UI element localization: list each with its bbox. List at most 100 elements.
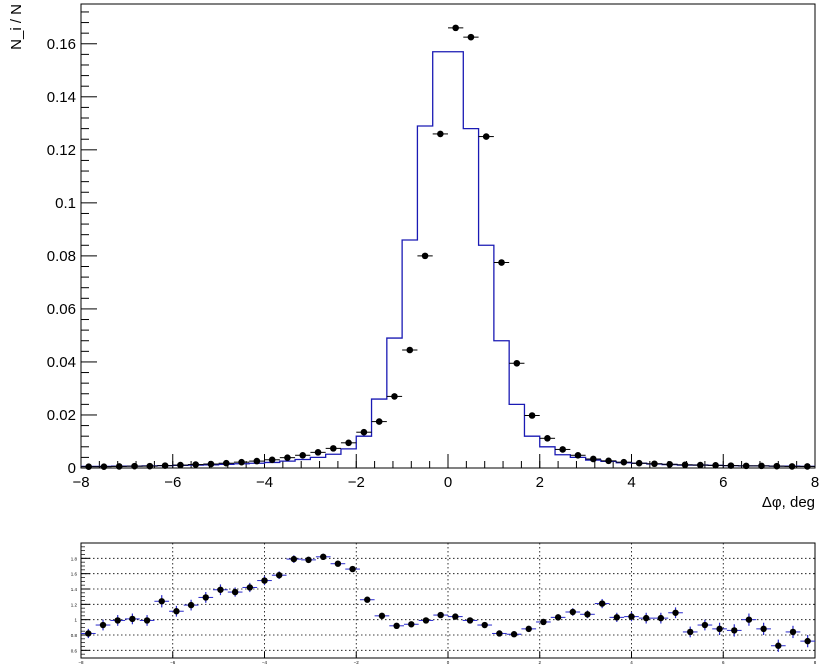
data-point bbox=[788, 463, 796, 470]
ratio-x-tick-label: −2 bbox=[354, 660, 360, 665]
data-point bbox=[437, 130, 444, 138]
ratio-point bbox=[657, 614, 665, 622]
ratio-point bbox=[378, 612, 386, 620]
ratio-point bbox=[584, 611, 591, 618]
ratio-point bbox=[364, 596, 371, 603]
ratio-x-tick-label: −6 bbox=[170, 660, 176, 665]
simulation-step-histogram bbox=[81, 51, 815, 468]
ratio-point bbox=[305, 556, 312, 564]
data-point bbox=[712, 462, 719, 469]
data-point bbox=[635, 459, 643, 467]
data-point bbox=[330, 445, 337, 452]
y-tick-label: 0 bbox=[68, 460, 76, 477]
ratio-y-tick-label: 0.6 bbox=[71, 648, 78, 653]
data-point bbox=[268, 456, 276, 464]
ratio-y-tick-label: 0.8 bbox=[71, 633, 78, 638]
data-point bbox=[452, 24, 459, 32]
data-point bbox=[574, 451, 582, 459]
ratio-point bbox=[701, 621, 709, 629]
x-tick-label: 6 bbox=[719, 474, 727, 491]
data-point bbox=[345, 439, 352, 447]
y-tick-label: 0.04 bbox=[47, 354, 76, 371]
data-point bbox=[375, 418, 383, 425]
x-tick-label: 2 bbox=[536, 474, 544, 491]
ratio-x-tick-label: −4 bbox=[262, 660, 268, 665]
data-point bbox=[284, 454, 291, 461]
ratio-point bbox=[275, 572, 283, 579]
ratio-y-tick-label: 1.2 bbox=[71, 602, 78, 607]
ratio-x-tick-label: 0 bbox=[447, 660, 450, 665]
ratio-point bbox=[554, 614, 562, 621]
data-point bbox=[589, 455, 597, 463]
ratio-point bbox=[320, 553, 327, 560]
ratio-point bbox=[85, 630, 92, 637]
y-tick-label: 0.12 bbox=[47, 142, 76, 159]
y-tick-label: 0.1 bbox=[55, 195, 76, 212]
ratio-point bbox=[496, 630, 503, 637]
data-point bbox=[528, 412, 536, 419]
y-tick-label: 0.14 bbox=[47, 89, 76, 106]
data-point bbox=[131, 462, 138, 470]
ratio-point bbox=[789, 628, 797, 636]
data-point bbox=[238, 458, 245, 466]
ratio-x-tick-label: −8 bbox=[78, 660, 84, 665]
data-points bbox=[81, 24, 815, 470]
data-point bbox=[758, 462, 765, 470]
data-point bbox=[467, 33, 475, 41]
y-tick-label: 0.08 bbox=[47, 248, 76, 265]
data-point bbox=[421, 252, 429, 260]
ratio-point bbox=[187, 601, 195, 609]
data-point bbox=[697, 461, 704, 469]
data-point bbox=[222, 459, 230, 467]
data-point bbox=[177, 461, 184, 469]
data-point bbox=[605, 457, 612, 465]
ratio-point bbox=[422, 617, 430, 624]
x-tick-label: −2 bbox=[348, 474, 365, 491]
ratio-x-tick-label: 6 bbox=[722, 660, 725, 665]
ratio-point bbox=[129, 615, 136, 623]
y-axis-label: N_i / N bbox=[8, 4, 25, 50]
x-tick-label: −6 bbox=[164, 474, 181, 491]
x-tick-label: 4 bbox=[627, 474, 635, 491]
data-point bbox=[314, 449, 322, 456]
ratio-point bbox=[804, 637, 811, 645]
ratio-point bbox=[143, 617, 151, 624]
data-point bbox=[253, 457, 261, 465]
ratio-y-tick-label: 1 bbox=[74, 618, 77, 623]
data-point bbox=[804, 463, 811, 470]
ratio-point bbox=[408, 621, 415, 628]
x-tick-label: 8 bbox=[811, 474, 819, 491]
ratio-point bbox=[613, 614, 621, 621]
ratio-point bbox=[349, 565, 356, 573]
data-point bbox=[360, 428, 368, 436]
ratio-point bbox=[202, 594, 209, 601]
ratio-data-points bbox=[81, 553, 815, 652]
data-point bbox=[161, 462, 169, 469]
main-y-axis-ticks: 0 0.02 0.04 0.06 0.08 0.1 0.12 0.14 0.16 bbox=[47, 11, 97, 477]
data-point bbox=[192, 461, 199, 468]
ratio-y-tick-label: 1.4 bbox=[71, 587, 78, 592]
ratio-y-tick-label: 1.6 bbox=[71, 572, 78, 577]
data-point bbox=[727, 462, 735, 469]
data-point bbox=[544, 435, 551, 442]
ratio-point bbox=[290, 555, 298, 563]
ratio-point bbox=[525, 625, 532, 633]
ratio-point bbox=[334, 560, 342, 567]
data-point bbox=[146, 462, 154, 470]
ratio-point bbox=[437, 611, 444, 619]
ratio-x-tick-label: 8 bbox=[814, 660, 817, 665]
y-tick-label: 0.02 bbox=[47, 407, 76, 424]
ratio-point bbox=[393, 622, 400, 629]
ratio-point bbox=[672, 609, 679, 616]
ratio-point bbox=[217, 586, 224, 593]
ratio-point bbox=[261, 577, 268, 584]
data-point bbox=[406, 346, 414, 354]
ratio-x-tick-label: 2 bbox=[538, 660, 541, 665]
ratio-point bbox=[481, 621, 488, 629]
ratio-point bbox=[642, 614, 650, 622]
x-tick-label: −8 bbox=[72, 474, 89, 491]
ratio-point bbox=[760, 625, 767, 633]
ratio-point bbox=[158, 598, 165, 605]
